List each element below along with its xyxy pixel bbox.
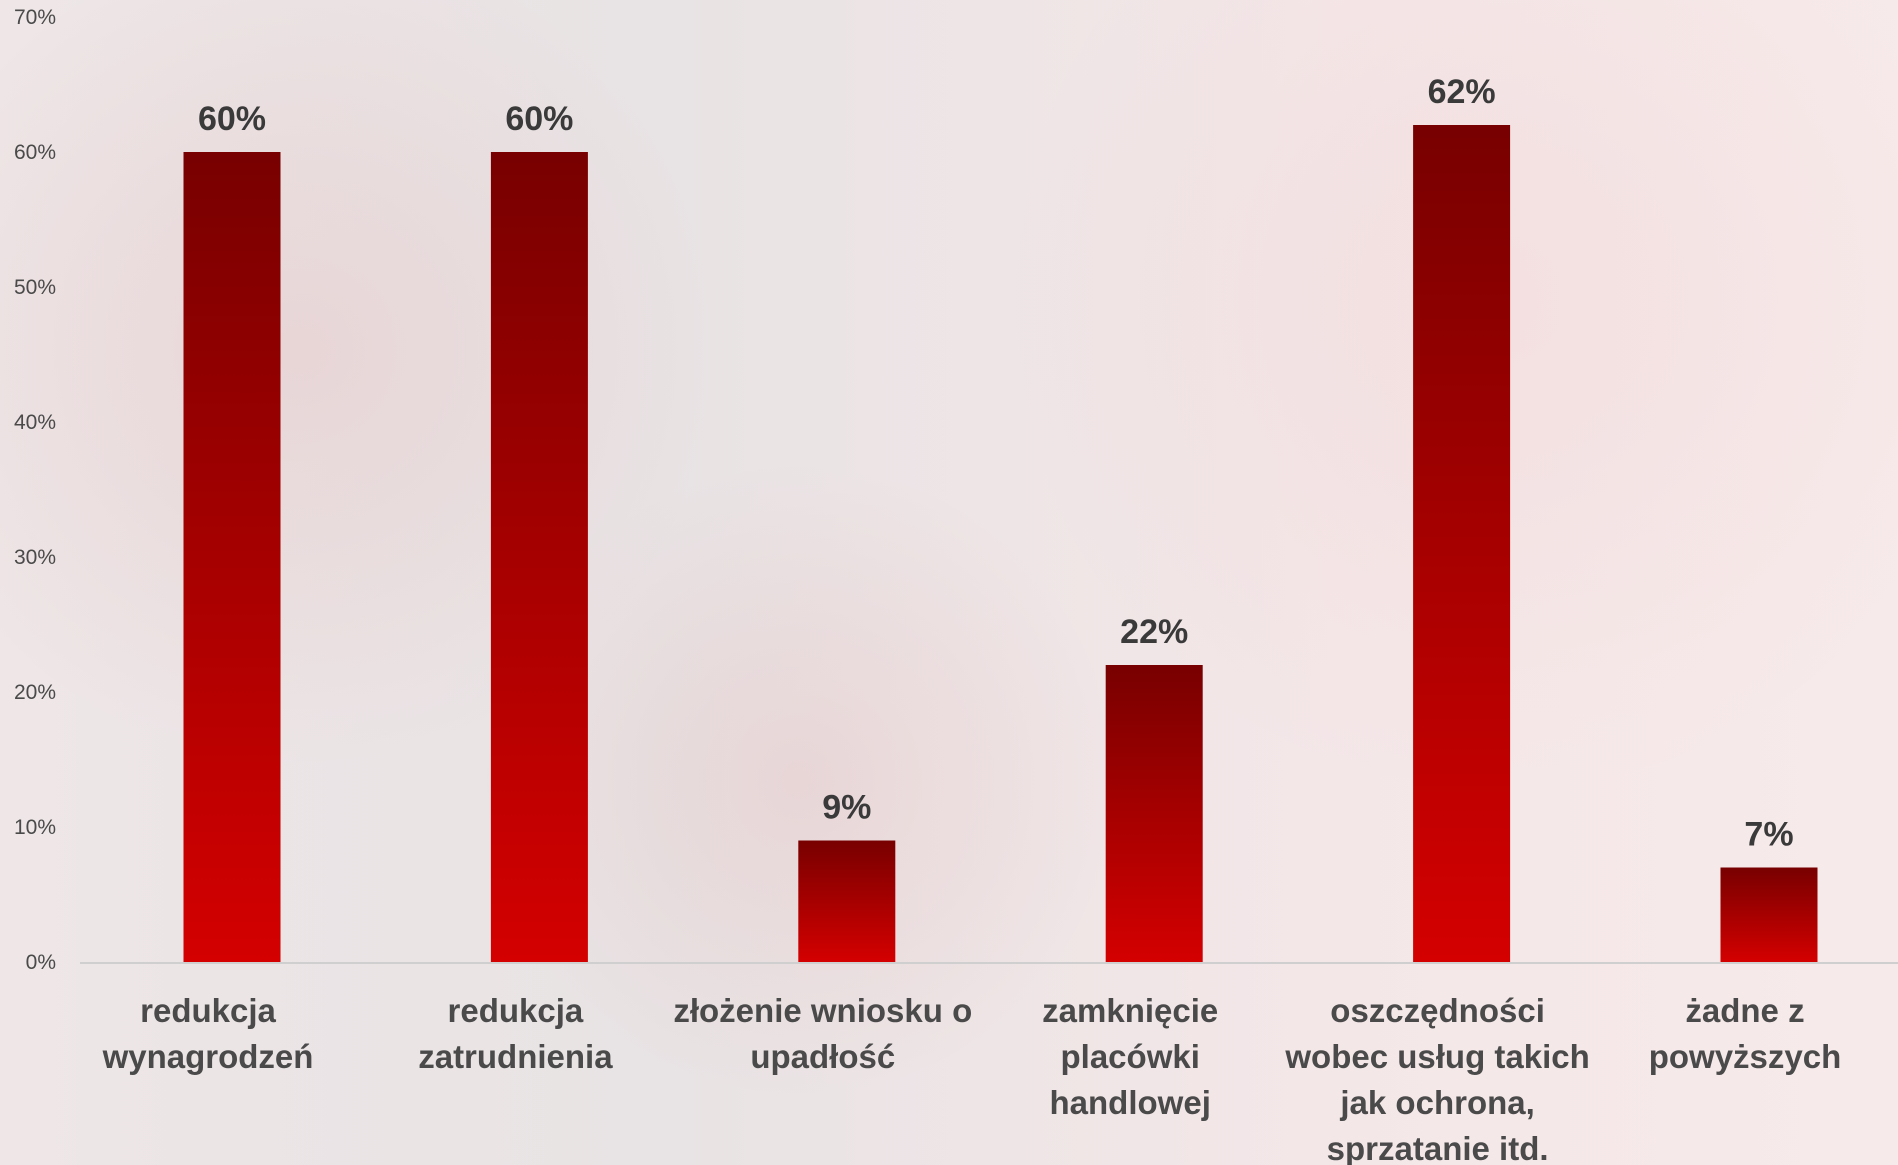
y-tick-label: 70% [14, 6, 56, 29]
category-label-line: redukcja [140, 992, 276, 1029]
category-label-line: placówki [1061, 1038, 1200, 1075]
category-label-line: zatrudnienia [418, 1038, 613, 1075]
category-label: oszczędności wobec usług takich jak ochron… [1284, 992, 1589, 1165]
category-label-line: jak ochrona, [1339, 1084, 1534, 1121]
category-label-line: redukcja [448, 992, 584, 1029]
bar [183, 152, 281, 962]
data-label: 60% [198, 100, 266, 138]
category-label: redukcja wynagrodzeń [102, 992, 314, 1075]
bars-group [183, 125, 1818, 962]
data-label: 9% [822, 789, 871, 827]
y-tick-label: 20% [14, 681, 56, 704]
category-label-line: upadłość [750, 1038, 895, 1075]
bar [1720, 867, 1818, 962]
category-label: złożenie wniosku o upadłość [673, 992, 972, 1075]
y-axis-tick-labels: 0% 10% 20% 30% 40% 50% 60% 70% [14, 6, 56, 974]
category-label: redukcja zatrudnienia [418, 992, 613, 1075]
category-label-line: handlowej [1050, 1084, 1211, 1121]
y-tick-label: 60% [14, 141, 56, 164]
data-label: 60% [505, 100, 573, 138]
bar [490, 152, 588, 962]
y-tick-label: 10% [14, 816, 56, 839]
data-label: 22% [1120, 613, 1188, 651]
category-label-line: zamknięcie [1042, 992, 1218, 1029]
category-label-line: żadne z [1685, 992, 1804, 1029]
bar [1105, 665, 1203, 962]
bar [1413, 125, 1511, 962]
category-label-line: sprzatanie itd. [1327, 1130, 1549, 1165]
data-label: 62% [1428, 73, 1496, 111]
y-tick-label: 40% [14, 411, 56, 434]
category-label-line: oszczędności [1330, 992, 1545, 1029]
y-tick-label: 30% [14, 546, 56, 569]
x-axis-category-labels: redukcja wynagrodzeń redukcja zatrudnienia z… [102, 992, 1842, 1165]
category-label-line: złożenie wniosku o [673, 992, 972, 1029]
category-label-line: powyższych [1649, 1038, 1842, 1075]
data-labels-group: 60% 60% 9% 22% 62% 7% [198, 73, 1794, 854]
data-label: 7% [1744, 816, 1793, 854]
category-label-line: wynagrodzeń [102, 1038, 314, 1075]
category-label-line: wobec usług takich [1284, 1038, 1589, 1075]
y-tick-label: 50% [14, 276, 56, 299]
bar [798, 840, 896, 962]
category-label: zamknięcie placówki handlowej [1042, 992, 1218, 1121]
y-tick-label: 0% [26, 951, 56, 974]
category-label: żadne z powyższych [1649, 992, 1842, 1075]
